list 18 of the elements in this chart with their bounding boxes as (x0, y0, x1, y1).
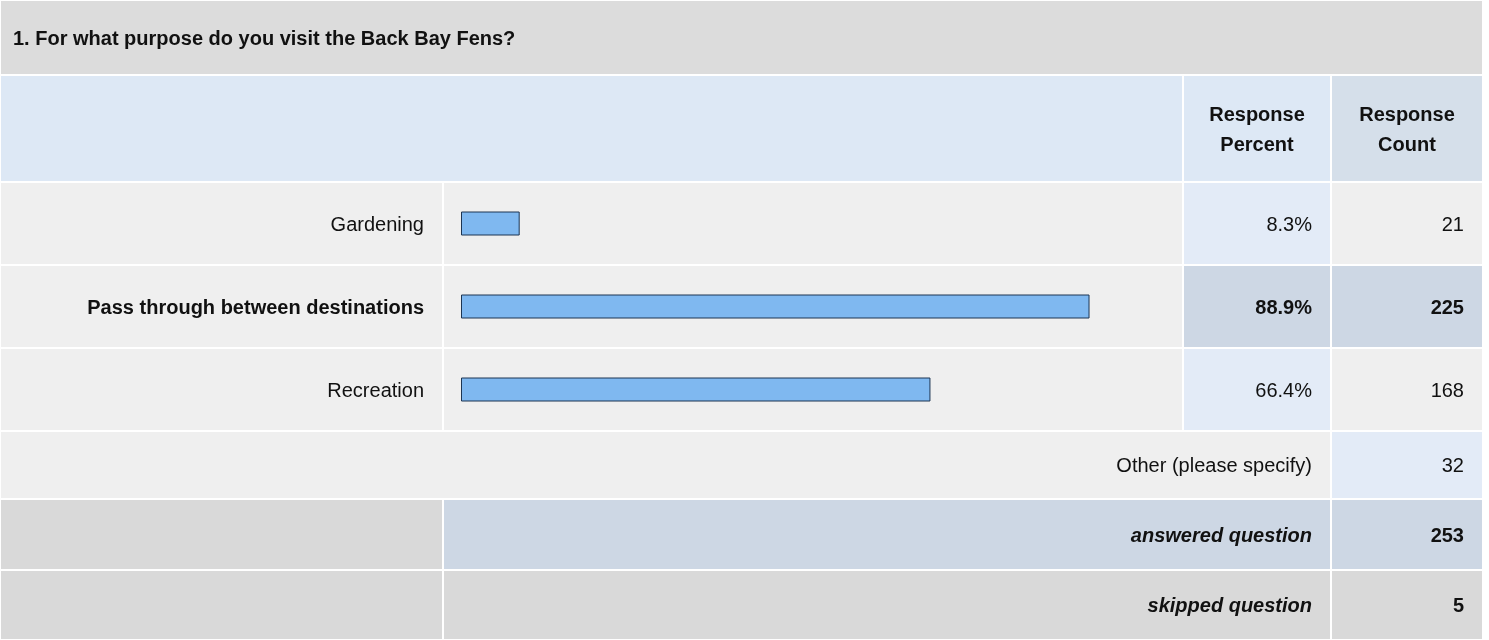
text: 32 (1331, 431, 1483, 499)
text: 21 (1331, 182, 1483, 265)
data-label: 88.9% (1183, 265, 1331, 348)
text: Response Percent (1183, 75, 1331, 182)
y-tick-label: Recreation (0, 348, 443, 431)
text: Other (please specify) (0, 431, 1331, 499)
data-label: 66.4% (1183, 348, 1331, 431)
text: answered question (443, 499, 1331, 570)
data-label: 8.3% (1183, 182, 1331, 265)
text: 225 (1331, 265, 1483, 348)
text: skipped question (443, 570, 1331, 640)
text: 5 (1331, 570, 1483, 640)
text: 253 (1331, 499, 1483, 570)
text: 168 (1331, 348, 1483, 431)
y-tick-label: Gardening (0, 182, 443, 265)
y-tick-label: Pass through between destinations (0, 265, 443, 348)
text: 1. For what purpose do you visit the Back Bay Fens? (0, 0, 1483, 75)
text: Response Count (1331, 75, 1483, 182)
